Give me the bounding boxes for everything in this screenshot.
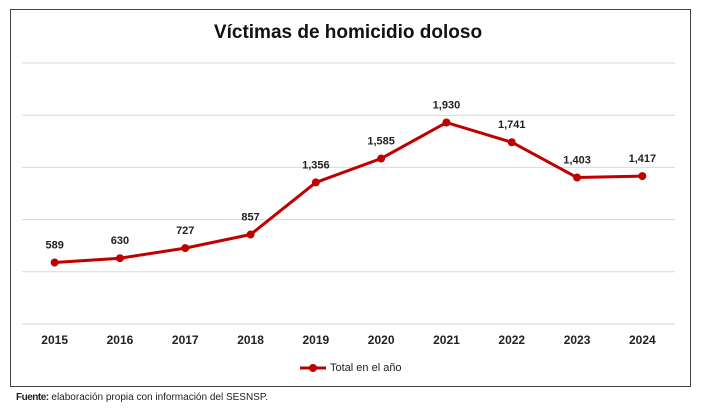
data-label: 1,417	[629, 153, 657, 165]
data-point	[246, 230, 255, 239]
x-tick-label: 2023	[564, 333, 591, 347]
x-tick-label: 2020	[368, 333, 395, 347]
data-point	[50, 258, 59, 267]
chart: Víctimas de homicidio doloso 2015 2016 201…	[10, 9, 691, 387]
data-point	[115, 254, 124, 263]
legend-marker	[309, 364, 317, 372]
x-tick-label: 2018	[237, 333, 264, 347]
data-line	[54, 121, 643, 265]
data-point	[507, 138, 516, 147]
data-point	[181, 244, 190, 253]
chart-frame	[10, 9, 691, 387]
data-label: 1,585	[367, 135, 395, 147]
data-label: 1,741	[498, 119, 526, 131]
data-label: 1,930	[433, 99, 461, 111]
source-note: Fuente: elaboración propia con informaci…	[16, 392, 268, 403]
data-point	[573, 173, 582, 182]
x-tick-label: 2021	[433, 333, 460, 347]
x-tick-label: 2015	[41, 333, 68, 347]
data-label: 727	[176, 225, 194, 237]
data-point	[377, 154, 386, 163]
data-label: 857	[241, 211, 259, 223]
x-tick-label: 2019	[302, 333, 329, 347]
chart-title: Víctimas de homicidio doloso	[214, 22, 482, 43]
data-label: 589	[45, 239, 63, 251]
data-point	[442, 118, 451, 127]
data-label: 1,356	[302, 159, 330, 171]
source-text: elaboración propia con información del S…	[51, 392, 269, 403]
data-point	[638, 172, 647, 181]
x-tick-label: 2016	[107, 333, 134, 347]
x-tick-label: 2017	[172, 333, 199, 347]
data-label: 630	[111, 235, 129, 247]
x-tick-label: 2022	[498, 333, 525, 347]
x-tick-label: 2024	[629, 333, 656, 347]
legend-label: Total en el año	[330, 362, 402, 374]
data-point	[311, 178, 320, 187]
data-label: 1,403	[563, 154, 591, 166]
source-label: Fuente:	[16, 392, 49, 403]
